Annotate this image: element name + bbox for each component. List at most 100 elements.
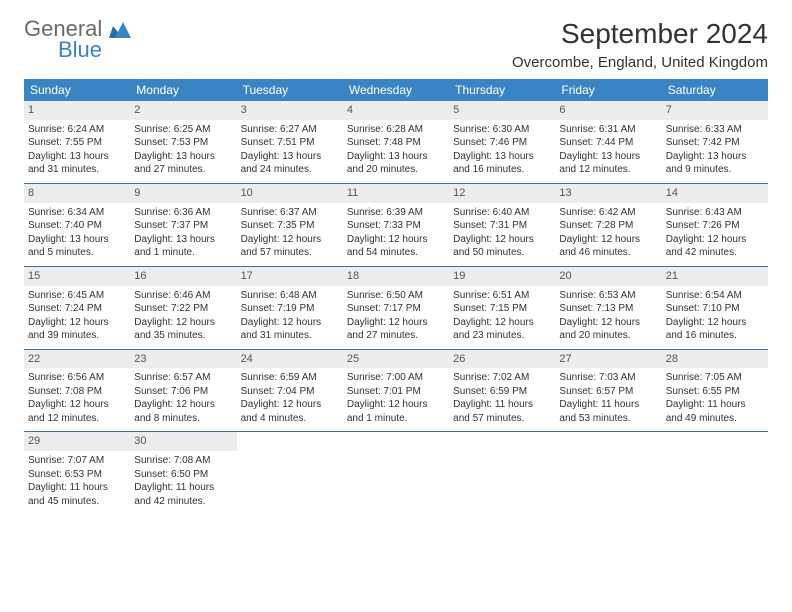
daylight-text: Daylight: 12 hours (241, 316, 339, 330)
day-cell: 21Sunrise: 6:54 AMSunset: 7:10 PMDayligh… (662, 267, 768, 349)
sunrise-text: Sunrise: 6:37 AM (241, 206, 339, 220)
daynum-row: 22 (24, 350, 130, 369)
daylight-text: Daylight: 12 hours (134, 398, 232, 412)
sunset-text: Sunset: 7:48 PM (347, 136, 445, 150)
day-number: 4 (347, 104, 353, 116)
daynum-row: 21 (662, 267, 768, 286)
day-cell: 24Sunrise: 6:59 AMSunset: 7:04 PMDayligh… (237, 350, 343, 432)
daylight-text: and 1 minute. (347, 412, 445, 426)
day-number: 28 (666, 353, 678, 365)
sunrise-text: Sunrise: 6:25 AM (134, 123, 232, 137)
daylight-text: Daylight: 13 hours (666, 150, 764, 164)
daynum-row: 17 (237, 267, 343, 286)
sunset-text: Sunset: 7:33 PM (347, 219, 445, 233)
day-number: 21 (666, 270, 678, 282)
sunset-text: Sunset: 7:26 PM (666, 219, 764, 233)
day-number: 15 (28, 270, 40, 282)
day-number: 11 (347, 187, 358, 199)
day-number: 7 (666, 104, 672, 116)
daynum-row: 29 (24, 432, 130, 451)
day-cell: 19Sunrise: 6:51 AMSunset: 7:15 PMDayligh… (449, 267, 555, 349)
daylight-text: Daylight: 12 hours (241, 398, 339, 412)
day-cell: 26Sunrise: 7:02 AMSunset: 6:59 PMDayligh… (449, 350, 555, 432)
day-number: 22 (28, 353, 40, 365)
daylight-text: and 5 minutes. (28, 246, 126, 260)
day-cell: 23Sunrise: 6:57 AMSunset: 7:06 PMDayligh… (130, 350, 236, 432)
day-cell: 29Sunrise: 7:07 AMSunset: 6:53 PMDayligh… (24, 432, 130, 514)
day-cell: 20Sunrise: 6:53 AMSunset: 7:13 PMDayligh… (555, 267, 661, 349)
sunrise-text: Sunrise: 6:46 AM (134, 289, 232, 303)
daylight-text: and 50 minutes. (453, 246, 551, 260)
daylight-text: and 8 minutes. (134, 412, 232, 426)
day-number: 8 (28, 187, 34, 199)
sunset-text: Sunset: 7:10 PM (666, 302, 764, 316)
daynum-row: 20 (555, 267, 661, 286)
daylight-text: and 57 minutes. (241, 246, 339, 260)
daylight-text: and 20 minutes. (559, 329, 657, 343)
sunset-text: Sunset: 7:19 PM (241, 302, 339, 316)
sunset-text: Sunset: 7:22 PM (134, 302, 232, 316)
sunset-text: Sunset: 7:15 PM (453, 302, 551, 316)
calendar: SundayMondayTuesdayWednesdayThursdayFrid… (24, 79, 768, 514)
day-number: 14 (666, 187, 678, 199)
daynum-row: 11 (343, 184, 449, 203)
sunset-text: Sunset: 6:57 PM (559, 385, 657, 399)
day-cell: 17Sunrise: 6:48 AMSunset: 7:19 PMDayligh… (237, 267, 343, 349)
day-number: 3 (241, 104, 247, 116)
week-row: 8Sunrise: 6:34 AMSunset: 7:40 PMDaylight… (24, 184, 768, 267)
day-number: 12 (453, 187, 465, 199)
sunrise-text: Sunrise: 6:31 AM (559, 123, 657, 137)
day-cell: 2Sunrise: 6:25 AMSunset: 7:53 PMDaylight… (130, 101, 236, 183)
daylight-text: and 1 minute. (134, 246, 232, 260)
sunset-text: Sunset: 7:44 PM (559, 136, 657, 150)
day-cell: 14Sunrise: 6:43 AMSunset: 7:26 PMDayligh… (662, 184, 768, 266)
day-number: 1 (28, 104, 34, 116)
daynum-row: 9 (130, 184, 236, 203)
daylight-text: Daylight: 12 hours (559, 233, 657, 247)
day-number: 24 (241, 353, 253, 365)
sunset-text: Sunset: 7:17 PM (347, 302, 445, 316)
day-cell (449, 432, 555, 514)
daylight-text: Daylight: 11 hours (28, 481, 126, 495)
sunset-text: Sunset: 6:53 PM (28, 468, 126, 482)
daynum-row: 12 (449, 184, 555, 203)
week-row: 29Sunrise: 7:07 AMSunset: 6:53 PMDayligh… (24, 432, 768, 514)
daynum-row: 1 (24, 101, 130, 120)
daynum-row: 3 (237, 101, 343, 120)
day-number: 13 (559, 187, 571, 199)
sunset-text: Sunset: 7:31 PM (453, 219, 551, 233)
day-number: 16 (134, 270, 146, 282)
day-cell (662, 432, 768, 514)
daylight-text: and 31 minutes. (241, 329, 339, 343)
daylight-text: Daylight: 13 hours (347, 150, 445, 164)
weekday-header: Saturday (662, 79, 768, 101)
day-number: 18 (347, 270, 359, 282)
day-cell: 13Sunrise: 6:42 AMSunset: 7:28 PMDayligh… (555, 184, 661, 266)
sunrise-text: Sunrise: 6:40 AM (453, 206, 551, 220)
sunrise-text: Sunrise: 6:28 AM (347, 123, 445, 137)
daylight-text: and 27 minutes. (347, 329, 445, 343)
daylight-text: Daylight: 12 hours (347, 398, 445, 412)
daylight-text: Daylight: 12 hours (134, 316, 232, 330)
sunset-text: Sunset: 6:50 PM (134, 468, 232, 482)
day-cell: 6Sunrise: 6:31 AMSunset: 7:44 PMDaylight… (555, 101, 661, 183)
daylight-text: and 31 minutes. (28, 163, 126, 177)
sunrise-text: Sunrise: 7:00 AM (347, 371, 445, 385)
daylight-text: and 9 minutes. (666, 163, 764, 177)
day-cell: 1Sunrise: 6:24 AMSunset: 7:55 PMDaylight… (24, 101, 130, 183)
daynum-row: 30 (130, 432, 236, 451)
daylight-text: Daylight: 12 hours (559, 316, 657, 330)
sunset-text: Sunset: 7:24 PM (28, 302, 126, 316)
day-number: 5 (453, 104, 459, 116)
day-number: 10 (241, 187, 253, 199)
daynum-row: 10 (237, 184, 343, 203)
day-cell: 5Sunrise: 6:30 AMSunset: 7:46 PMDaylight… (449, 101, 555, 183)
day-cell: 16 Sunrise: 6:46 AMSunset: 7:22 PMDayligh… (130, 267, 236, 349)
sunset-text: Sunset: 7:08 PM (28, 385, 126, 399)
sunrise-text: Sunrise: 6:57 AM (134, 371, 232, 385)
sunrise-text: Sunrise: 6:43 AM (666, 206, 764, 220)
day-number: 17 (241, 270, 253, 282)
daylight-text: Daylight: 11 hours (453, 398, 551, 412)
daylight-text: and 20 minutes. (347, 163, 445, 177)
daynum-row: 24 (237, 350, 343, 369)
